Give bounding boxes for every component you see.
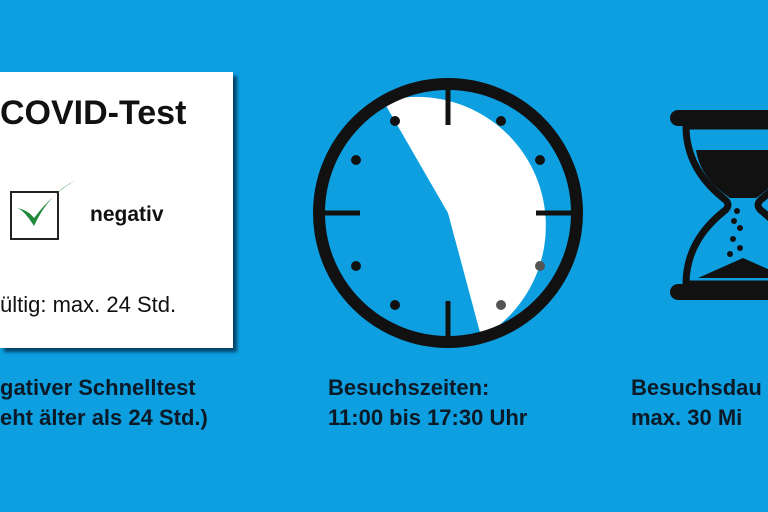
caption-line: 11:00 bis 17:30 Uhr (328, 405, 528, 430)
visiting-hours-caption: Besuchszeiten: 11:00 bis 17:30 Uhr (328, 373, 527, 433)
checkbox-icon (10, 191, 59, 240)
test-caption: gativer Schnelltest eht älter als 24 Std… (0, 373, 208, 433)
caption-line: Besuchsdau (631, 375, 762, 400)
caption-line: gativer Schnelltest (0, 375, 196, 400)
covid-test-card (0, 72, 233, 348)
caption-line: max. 30 Mi (631, 405, 743, 430)
checkmark-icon (17, 180, 76, 226)
validity-text: ültig: max. 24 Std. (0, 292, 177, 317)
result-label: negativ (90, 203, 164, 226)
caption-line: Besuchszeiten: (328, 375, 490, 400)
hourglass-icon (670, 110, 768, 300)
duration-caption: Besuchsdau max. 30 Mi (631, 373, 762, 433)
clock-icon (313, 78, 583, 348)
caption-line: eht älter als 24 Std.) (0, 405, 208, 430)
card-title: COVID-Test (0, 94, 187, 132)
